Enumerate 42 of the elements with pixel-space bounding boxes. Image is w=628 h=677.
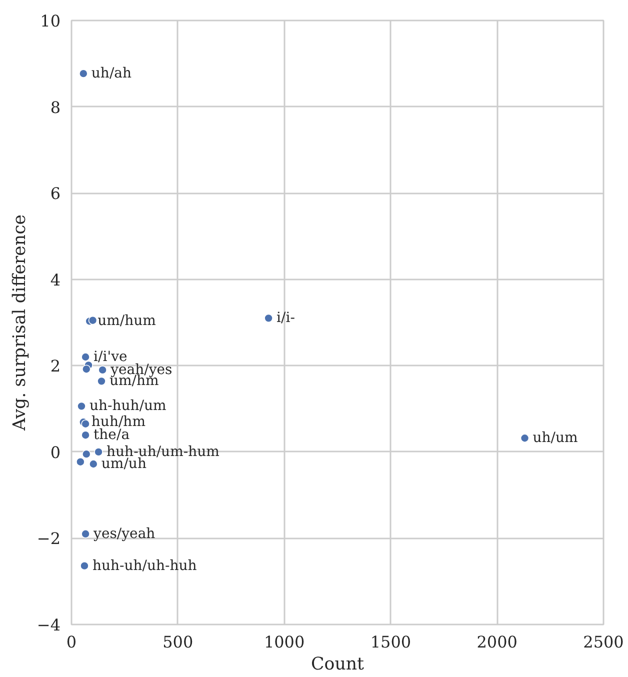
annotation: yes/yeah	[92, 526, 156, 542]
y-tick-label: 8	[50, 98, 61, 117]
y-tick-label: 2	[50, 356, 61, 376]
x-tick-label: 1000	[264, 632, 305, 652]
annotation: um/hum	[98, 313, 156, 330]
annotation: uh/ah	[91, 66, 132, 82]
annotation: huh-uh/uh-huh	[92, 558, 197, 574]
point	[81, 352, 90, 362]
x-tick-label: 500	[162, 632, 194, 652]
y-tick-label: −2	[36, 529, 61, 548]
x-tick-label: 1500	[370, 632, 412, 652]
x-tick-label: 0	[66, 632, 77, 652]
y-tick-label: 0	[50, 442, 61, 462]
annotation: i/i've	[94, 349, 128, 366]
point	[77, 402, 86, 411]
y-tick-label: −4	[36, 616, 61, 634]
point	[81, 530, 90, 538]
y-tick-label: 6	[50, 184, 61, 204]
annotation: the/a	[94, 427, 130, 444]
y-tick-label: 4	[50, 270, 61, 290]
point	[88, 316, 98, 325]
annotation: uh/um	[532, 430, 578, 446]
annotation: uh-huh/um	[90, 398, 166, 414]
x-axis-title: Count	[311, 654, 364, 674]
point	[264, 314, 273, 323]
point	[89, 460, 98, 468]
point	[97, 376, 106, 386]
point	[79, 69, 88, 78]
point	[520, 434, 530, 443]
point	[82, 450, 91, 458]
point	[98, 366, 107, 374]
point	[76, 457, 85, 466]
point	[82, 364, 91, 374]
y-tick-label: 10	[40, 12, 60, 30]
y-axis-title: Avg. surprisal difference	[10, 214, 30, 432]
annotation: um/uh	[101, 456, 146, 472]
x-tick-label: 2500	[583, 632, 624, 652]
annotation: i/i-	[276, 310, 296, 326]
x-tick-label: 2000	[476, 632, 518, 652]
point	[80, 561, 89, 570]
point	[94, 448, 103, 456]
point	[81, 430, 90, 440]
